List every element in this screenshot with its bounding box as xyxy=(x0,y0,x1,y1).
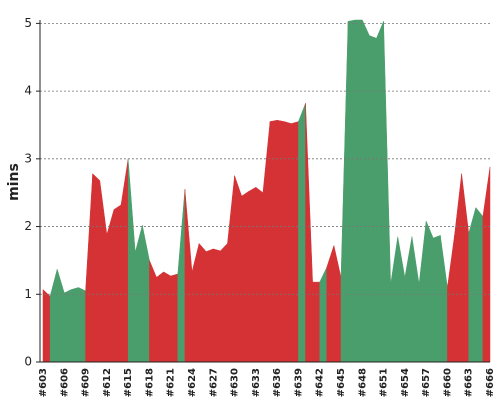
x-tick-label: #606 xyxy=(59,368,70,397)
y-tick-label: 0 xyxy=(24,355,32,369)
area-segment xyxy=(291,121,299,363)
area-segment xyxy=(198,242,207,363)
area-segment xyxy=(120,158,129,363)
area-segment xyxy=(99,180,108,363)
area-segment xyxy=(298,103,306,363)
area-segment xyxy=(113,204,122,363)
area-segment xyxy=(383,21,391,363)
area-segment xyxy=(390,236,399,363)
x-tick-label: #645 xyxy=(336,368,347,397)
x-tick-label: #657 xyxy=(421,368,432,397)
y-tick-label: 3 xyxy=(24,151,32,165)
area-segment xyxy=(191,243,200,363)
x-tick-label: #621 xyxy=(166,368,177,397)
x-tick-label: #666 xyxy=(485,368,496,397)
area-segment xyxy=(418,221,427,363)
x-tick-label: #624 xyxy=(187,368,198,397)
x-tick-label: #639 xyxy=(293,368,304,397)
area-segment xyxy=(340,21,349,363)
area-segment xyxy=(305,103,313,363)
area-segment xyxy=(134,225,143,363)
x-tick-label: #651 xyxy=(379,368,390,397)
area-segment xyxy=(362,19,370,363)
y-tick-label: 4 xyxy=(24,84,32,98)
area-segment xyxy=(106,209,115,363)
area-segment xyxy=(432,234,441,363)
area-segment xyxy=(397,236,406,363)
x-tick-label: #633 xyxy=(251,368,262,397)
area-segment xyxy=(170,273,179,363)
area-segment xyxy=(411,236,420,363)
area-segment xyxy=(142,225,150,363)
x-tick-label: #603 xyxy=(38,368,49,397)
area-segment xyxy=(347,19,356,363)
y-tick-label: 2 xyxy=(24,219,32,233)
area-segment xyxy=(440,235,448,363)
x-tick-label: #630 xyxy=(230,368,241,397)
area-segment xyxy=(64,289,72,363)
area-segment xyxy=(283,121,292,363)
x-tick-label: #660 xyxy=(442,368,453,397)
area-segment xyxy=(78,287,86,363)
area-segment xyxy=(333,245,342,363)
area-segment xyxy=(56,269,65,363)
area-segment xyxy=(213,248,221,363)
x-tick-label: #636 xyxy=(272,368,283,397)
y-tick-label: 5 xyxy=(24,16,32,30)
area-segment xyxy=(255,186,264,363)
area-segment xyxy=(376,21,384,363)
y-axis-label: mins xyxy=(6,163,22,201)
area-segment xyxy=(354,19,363,363)
area-segment xyxy=(425,221,434,363)
area-segment xyxy=(205,248,214,363)
area-segment xyxy=(184,189,193,363)
x-tick-label: #663 xyxy=(464,368,475,397)
area-segment xyxy=(269,119,278,363)
area-segment xyxy=(276,119,285,363)
area-segment xyxy=(127,158,136,363)
y-tick-label: 1 xyxy=(24,287,32,301)
x-tick-label: #627 xyxy=(208,368,219,397)
area-segment xyxy=(92,173,101,363)
area-segment xyxy=(71,287,79,363)
area-segment xyxy=(234,175,242,363)
x-tick-label: #654 xyxy=(400,368,411,397)
area-segment xyxy=(447,235,455,363)
area-segment xyxy=(468,207,477,363)
area-segment xyxy=(319,267,328,363)
x-tick-label: #615 xyxy=(123,368,134,397)
x-tick-label: #648 xyxy=(357,368,368,397)
area-segment xyxy=(326,245,335,363)
area-segment xyxy=(85,173,93,363)
area-segment xyxy=(42,288,51,363)
x-tick-label: #609 xyxy=(81,368,92,397)
area-segment xyxy=(227,175,235,363)
area-segment xyxy=(369,35,377,363)
x-tick-label: #642 xyxy=(315,368,326,397)
area-segment xyxy=(156,271,164,363)
area-segment xyxy=(404,236,413,363)
area-segment xyxy=(454,173,462,363)
area-segment xyxy=(461,173,469,363)
area-segment xyxy=(482,166,491,363)
area-segment xyxy=(149,260,157,363)
area-segment xyxy=(248,186,257,363)
area-segment xyxy=(220,242,228,363)
area-segment xyxy=(49,269,58,363)
x-tick-label: #612 xyxy=(102,368,113,397)
x-tick-label: #618 xyxy=(144,368,155,397)
area-segment xyxy=(177,189,186,363)
area-segment xyxy=(262,121,271,363)
area-segment xyxy=(163,271,171,363)
area-segment xyxy=(475,206,484,363)
area-segment xyxy=(241,190,250,363)
